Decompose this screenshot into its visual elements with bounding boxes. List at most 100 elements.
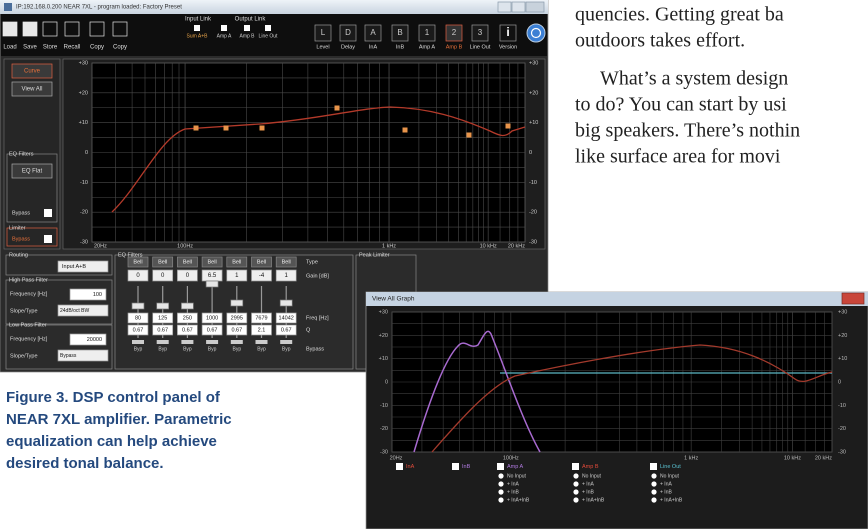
label: Save — [23, 45, 37, 51]
label: Byp — [134, 346, 143, 352]
radio-button[interactable] — [498, 489, 503, 494]
eq-point[interactable] — [335, 106, 340, 111]
label: Bypass — [60, 353, 77, 359]
link-checkbox[interactable] — [265, 25, 271, 31]
bypass-checkbox[interactable] — [231, 340, 243, 344]
label: 0 — [85, 150, 88, 156]
label: 3 — [478, 28, 483, 37]
radio-button[interactable] — [573, 481, 578, 486]
radio-button[interactable] — [573, 497, 578, 502]
slider-knob[interactable] — [206, 281, 218, 287]
bypass-checkbox[interactable] — [280, 340, 292, 344]
label: 20Hz — [390, 455, 403, 461]
page: quencies. Getting great baoutdoors takes… — [0, 0, 868, 529]
label: quencies. Getting great ba — [575, 4, 784, 26]
label: Load — [3, 45, 16, 51]
label: Slope/Type — [10, 353, 38, 359]
eq-point[interactable] — [467, 133, 472, 138]
toolbar-icon[interactable] — [3, 22, 17, 36]
label: View All — [22, 87, 43, 93]
label: NEAR 7XL amplifier. Parametric — [6, 411, 232, 428]
label: +20 — [838, 333, 847, 339]
label: 0 — [385, 379, 388, 385]
label: Bell — [183, 259, 192, 265]
label: -20 — [380, 426, 388, 432]
checkbox[interactable] — [44, 209, 52, 217]
legend-checkbox[interactable] — [497, 463, 504, 470]
label: Byp — [183, 346, 192, 352]
label: + InA+InB — [582, 497, 605, 503]
eq-point[interactable] — [260, 126, 265, 131]
label: B — [397, 28, 402, 37]
label: D — [345, 28, 351, 37]
radio-button[interactable] — [573, 489, 578, 494]
bypass-checkbox[interactable] — [132, 340, 144, 344]
label: InA — [406, 464, 415, 470]
slider-knob[interactable] — [280, 300, 292, 306]
label: Byp — [232, 346, 241, 352]
label: 125 — [158, 315, 167, 321]
slider-knob[interactable] — [231, 300, 243, 306]
link-checkbox[interactable] — [221, 25, 227, 31]
label: + InA — [660, 481, 672, 487]
bypass-checkbox[interactable] — [206, 340, 218, 344]
legend-checkbox[interactable] — [452, 463, 459, 470]
eq-point[interactable] — [403, 128, 408, 133]
radio-button[interactable] — [651, 489, 656, 494]
bypass-checkbox[interactable] — [181, 340, 193, 344]
window-button[interactable] — [512, 2, 525, 12]
label: + InA+InB — [660, 497, 683, 503]
toolbar-icon[interactable] — [23, 22, 37, 36]
bypass-checkbox[interactable] — [256, 340, 268, 344]
link-checkbox[interactable] — [244, 25, 250, 31]
slider-knob[interactable] — [157, 303, 169, 309]
label: No Input — [660, 473, 680, 479]
eq-point[interactable] — [224, 126, 229, 131]
label: Bell — [232, 259, 241, 265]
window-button[interactable] — [498, 2, 511, 12]
eq-point[interactable] — [194, 126, 199, 131]
label: Input A+B — [62, 264, 86, 270]
label: desired tonal balance. — [6, 455, 164, 472]
label: Bypass — [12, 236, 30, 242]
label: L — [321, 28, 326, 37]
close-button[interactable] — [526, 2, 544, 12]
slider-knob[interactable] — [132, 303, 144, 309]
label: -10 — [80, 180, 88, 186]
label: Copy — [90, 45, 104, 51]
label: Byp — [158, 346, 167, 352]
radio-button[interactable] — [498, 473, 503, 478]
radio-button[interactable] — [651, 481, 656, 486]
close-button[interactable] — [842, 293, 864, 304]
radio-button[interactable] — [498, 497, 503, 502]
bypass-checkbox[interactable] — [157, 340, 169, 344]
label: 100 — [93, 292, 102, 298]
label: Freq [Hz] — [306, 315, 329, 321]
label: 1 kHz — [684, 455, 698, 461]
label: + InA — [507, 481, 519, 487]
checkbox[interactable] — [44, 235, 52, 243]
label: +20 — [79, 90, 88, 96]
label: Amp B — [239, 33, 255, 39]
radio-button[interactable] — [573, 473, 578, 478]
label: No Input — [582, 473, 602, 479]
link-checkbox[interactable] — [194, 25, 200, 31]
label: -30 — [529, 239, 537, 245]
radio-button[interactable] — [498, 481, 503, 486]
label: +10 — [79, 120, 88, 126]
legend-checkbox[interactable] — [650, 463, 657, 470]
legend-checkbox[interactable] — [396, 463, 403, 470]
radio-button[interactable] — [651, 473, 656, 478]
label: InB — [462, 464, 471, 470]
label: equalization can help achieve — [6, 433, 217, 450]
slider-knob[interactable] — [181, 303, 193, 309]
legend-checkbox[interactable] — [572, 463, 579, 470]
label: + InA — [582, 481, 594, 487]
eq-point[interactable] — [506, 124, 511, 129]
radio-button[interactable] — [651, 497, 656, 502]
label: +30 — [379, 309, 388, 315]
label: Bypass — [12, 210, 30, 216]
label: +30 — [79, 60, 88, 66]
label: 250 — [183, 315, 192, 321]
power-button[interactable] — [527, 24, 545, 42]
